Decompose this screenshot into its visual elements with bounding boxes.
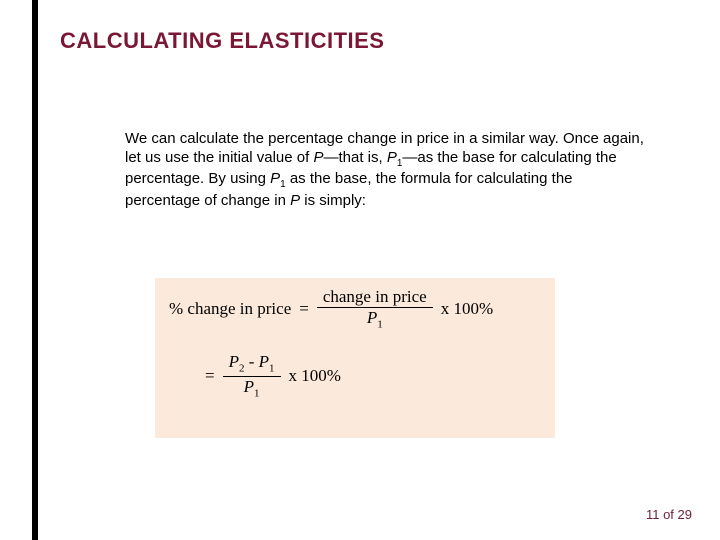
subscript-1: 1 [254,387,260,399]
slide: CALCULATING ELASTICITIES We can calculat… [0,0,720,540]
var-P1: P [270,170,280,187]
var-P: P [313,149,323,166]
equals-sign: = [299,299,309,319]
fraction-1: change in price P1 [317,288,433,331]
fraction-numerator: change in price [317,288,433,307]
var-P: P [367,308,377,327]
fraction-2: P2 - P1 P1 [223,353,281,400]
eq-tail: x 100% [289,366,341,386]
fraction-denominator: P1 [238,377,266,400]
eq-lhs: % change in price [169,299,291,319]
equals-sign: = [205,366,215,386]
var-P1: P [259,352,269,371]
var-P2: P [229,352,239,371]
fraction-numerator: P2 - P1 [223,353,281,376]
equation-box: % change in price = change in price P1 x… [155,278,555,438]
page-current: 11 [646,507,660,522]
subscript-1: 1 [377,318,383,330]
equation-row-2: = P2 - P1 P1 x 100% [205,353,541,400]
slide-title: CALCULATING ELASTICITIES [60,28,384,54]
body-paragraph: We can calculate the percentage change i… [125,130,645,211]
eq-tail: x 100% [441,299,493,319]
body-text: —that is, [323,149,386,166]
left-accent-bar [32,0,38,540]
var-P: P [290,192,300,209]
minus-text: - [244,352,258,371]
page-total: 29 [678,507,692,522]
fraction-denominator: P1 [361,308,389,331]
var-P: P [244,377,254,396]
equation-row-1: % change in price = change in price P1 x… [169,288,541,331]
body-text: is simply: [300,192,366,209]
subscript-1: 1 [269,362,275,374]
page-number: 11 of 29 [646,507,692,522]
page-sep: of [659,507,677,522]
var-P1: P [387,149,397,166]
